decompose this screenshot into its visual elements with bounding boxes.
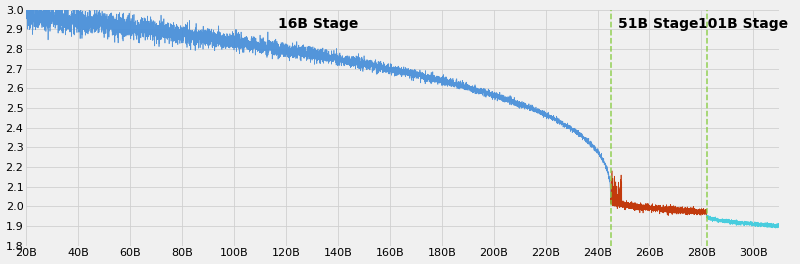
Text: 101B Stage: 101B Stage <box>698 17 788 31</box>
Text: 16B Stage: 16B Stage <box>278 17 358 31</box>
Text: 51B Stage: 51B Stage <box>618 17 699 31</box>
